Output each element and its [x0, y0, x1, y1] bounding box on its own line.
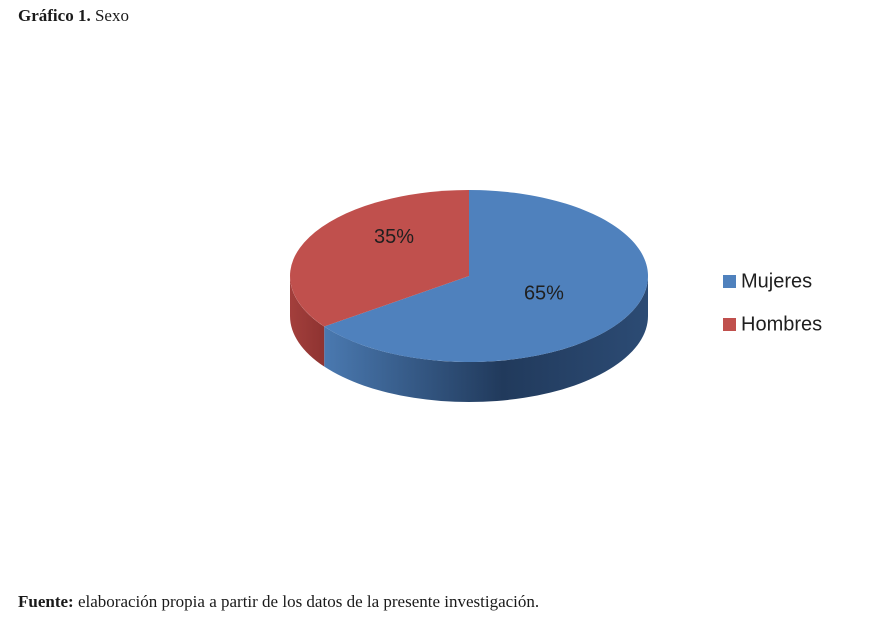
pie-side-hombres	[290, 276, 325, 367]
legend-swatch-hombres	[723, 318, 736, 331]
source-label: Fuente:	[18, 592, 74, 611]
caption-label: Gráfico 1.	[18, 6, 91, 25]
legend-swatch-mujeres	[723, 275, 736, 288]
legend-label-mujeres: Mujeres	[741, 270, 812, 292]
pie-side-mujeres	[324, 276, 648, 402]
source-text: elaboración propia a partir de los datos…	[77, 592, 540, 611]
chart-source: Fuente: elaboración propia a partir de l…	[18, 592, 539, 612]
caption-text: Sexo	[94, 6, 129, 25]
pie-slice-hombres	[289, 190, 469, 327]
pie-slice-mujeres	[324, 190, 649, 363]
slice-label-mujeres: 65%	[524, 283, 564, 305]
legend-label-hombres: Hombres	[741, 313, 822, 335]
slice-label-hombres: 35%	[374, 226, 414, 248]
chart-caption: Gráfico 1. Sexo	[18, 6, 129, 26]
